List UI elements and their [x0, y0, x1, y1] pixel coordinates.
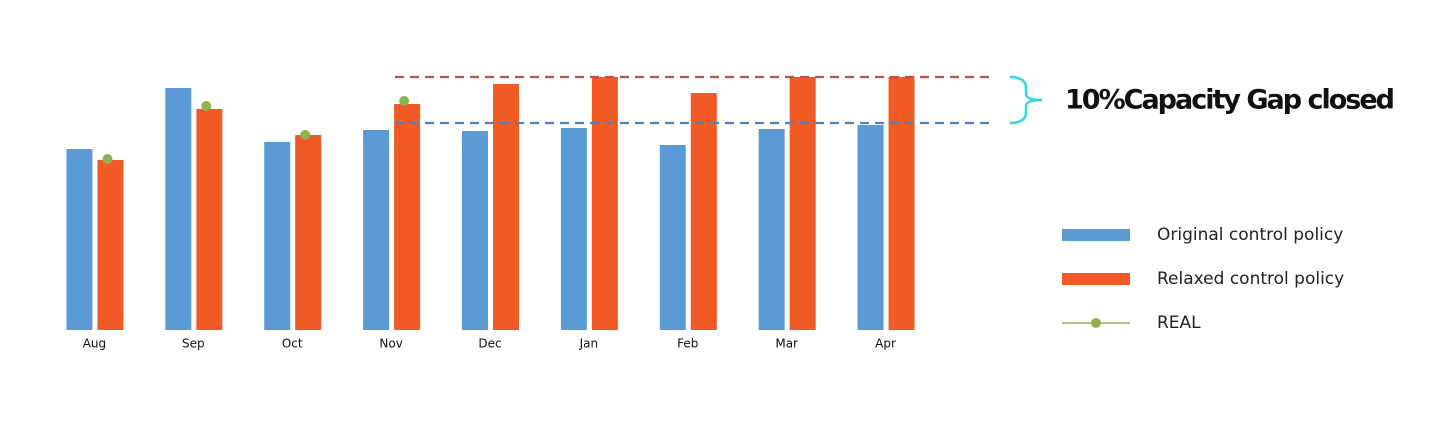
- legend-label: Relaxed control policy: [1157, 269, 1344, 289]
- bar: [97, 160, 124, 330]
- real-point: [399, 96, 410, 106]
- real-point: [201, 101, 212, 111]
- legend-label: Original control policy: [1157, 225, 1343, 245]
- bar: [888, 77, 915, 330]
- bar: [264, 142, 291, 330]
- bar: [857, 125, 884, 330]
- bar: [165, 88, 192, 330]
- legend-swatch: [1091, 318, 1101, 328]
- annotation: 10%Capacity Gap closed: [1065, 85, 1394, 116]
- bar: [196, 109, 223, 330]
- x-tick-label: Aug: [83, 337, 106, 351]
- bracket: [1009, 75, 1043, 125]
- bar: [66, 149, 93, 330]
- x-tick-label: Mar: [775, 337, 798, 351]
- bar: [462, 131, 488, 330]
- bar: [789, 77, 816, 330]
- x-tick-label: Apr: [875, 337, 896, 351]
- bar: [363, 130, 390, 330]
- x-tick-label: Dec: [478, 337, 501, 351]
- x-tick-label: Feb: [677, 337, 698, 351]
- legend-swatch: [1062, 229, 1130, 241]
- bar: [659, 145, 686, 330]
- bar: [560, 128, 587, 330]
- x-tick-label: Sep: [182, 337, 205, 351]
- bar: [591, 77, 618, 330]
- x-tick-label: Nov: [379, 337, 402, 351]
- real-point: [300, 130, 311, 140]
- bar: [690, 93, 717, 330]
- x-tick-label: Oct: [282, 337, 303, 351]
- bar: [758, 129, 785, 330]
- legend-swatch: [1062, 273, 1130, 285]
- real-point: [102, 154, 113, 164]
- bar: [295, 135, 322, 330]
- bar: [394, 104, 421, 330]
- bar: [493, 84, 519, 330]
- legend-label: REAL: [1157, 313, 1201, 333]
- x-tick-label: Jan: [579, 337, 599, 351]
